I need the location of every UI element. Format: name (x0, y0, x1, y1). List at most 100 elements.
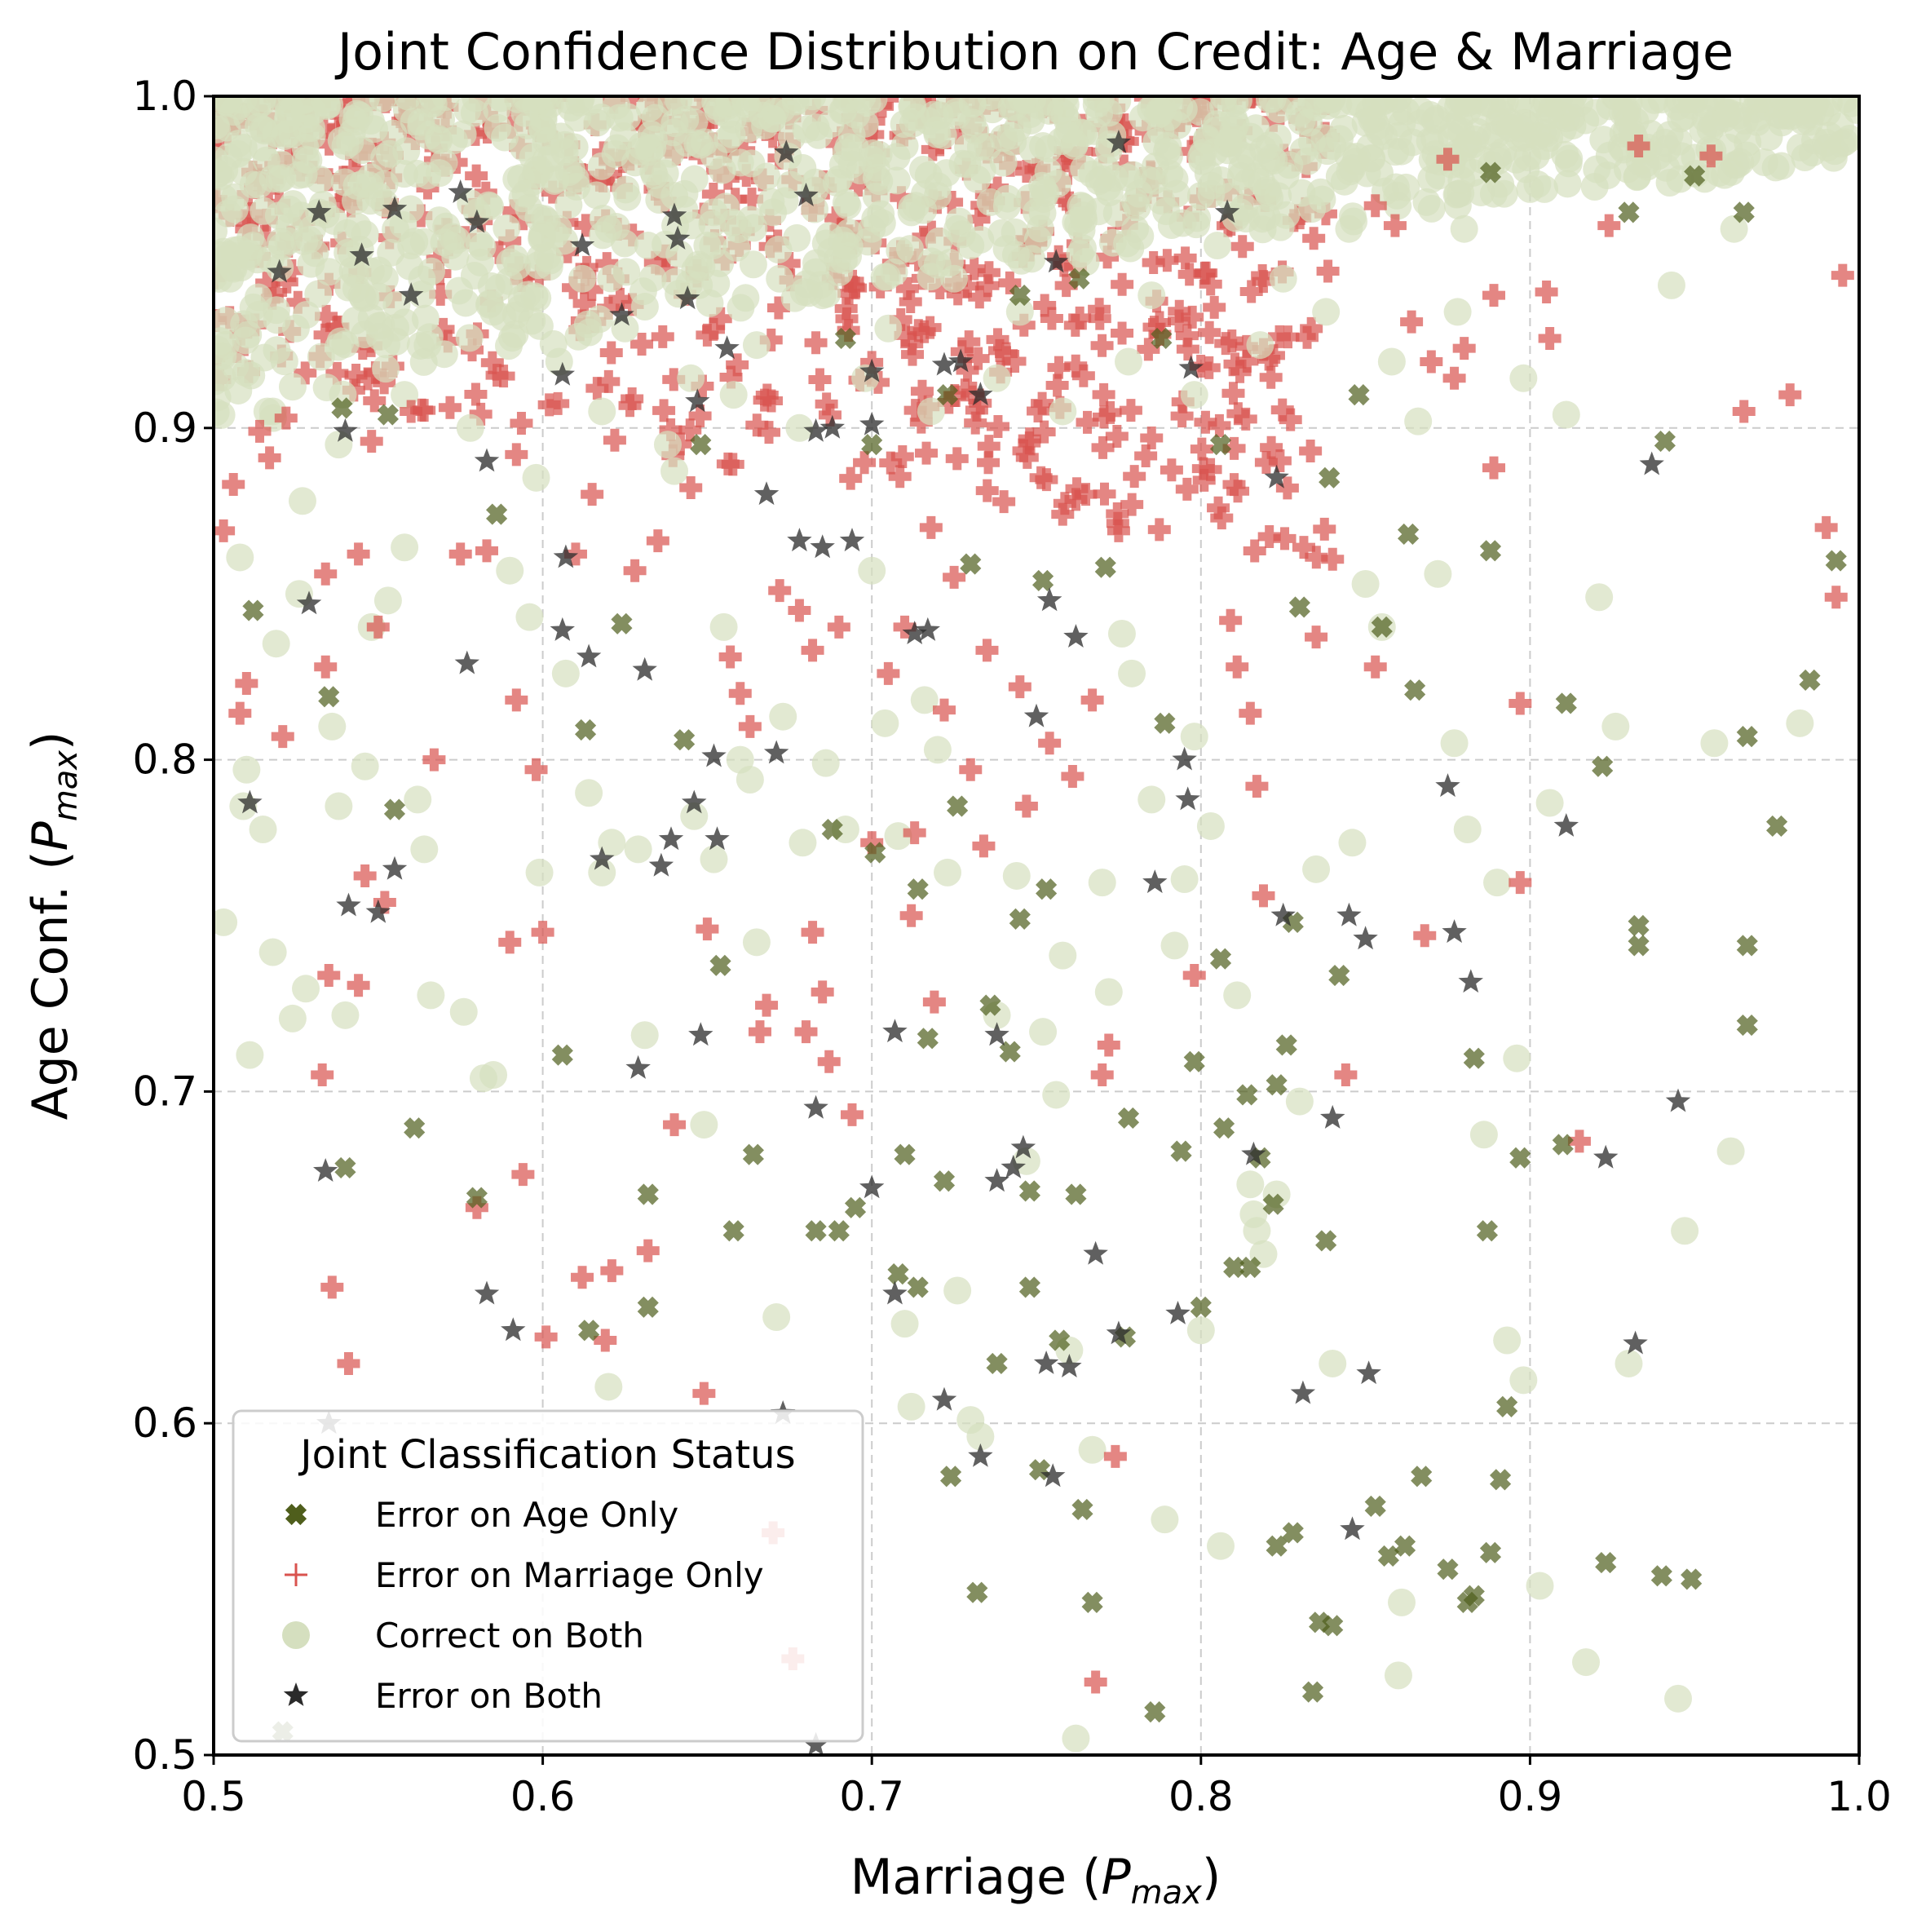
point-error-marriage (524, 758, 548, 781)
point-correct-both (1681, 96, 1709, 114)
point-correct-both (528, 115, 557, 144)
legend-item: Error on Marriage Only (285, 1555, 764, 1595)
point-correct-both (1335, 214, 1363, 243)
y-axis-ticks: 0.5 0.6 0.7 0.8 0.9 1.0 (132, 73, 214, 1779)
point-error-both (1040, 1463, 1066, 1488)
point-correct-both (929, 121, 957, 149)
point-error-marriage (1270, 398, 1294, 422)
point-error-marriage (572, 292, 596, 316)
point-error-marriage (1316, 259, 1340, 283)
point-error-marriage (1120, 493, 1144, 516)
point-error-marriage (1071, 364, 1095, 387)
point-correct-both (1615, 1349, 1643, 1377)
point-error-both (859, 411, 885, 435)
point-error-both (632, 657, 657, 681)
point-correct-both (1246, 331, 1274, 360)
point-error-both (296, 590, 322, 615)
point-error-marriage (646, 529, 669, 553)
point-correct-both (316, 96, 344, 118)
point-correct-both (404, 785, 432, 814)
point-error-marriage (603, 428, 626, 452)
point-correct-both (576, 96, 604, 116)
point-error-marriage (977, 451, 1001, 475)
point-correct-both (370, 264, 399, 293)
point-error-age (1223, 1256, 1245, 1279)
point-correct-both (1265, 96, 1293, 124)
point-correct-both (1553, 170, 1582, 198)
point-error-marriage (1140, 427, 1164, 450)
point-error-marriage (537, 393, 561, 417)
point-error-marriage (1031, 391, 1054, 415)
point-correct-both (1516, 175, 1544, 203)
point-correct-both (882, 166, 911, 195)
point-correct-both (1187, 142, 1216, 170)
point-correct-both (540, 166, 568, 195)
legend-marker-point-error-age (285, 1503, 307, 1526)
point-error-marriage (1778, 383, 1802, 407)
point-error-both (1172, 746, 1197, 771)
point-error-marriage (1038, 732, 1062, 755)
point-error-marriage (1160, 458, 1183, 482)
point-error-marriage (465, 1196, 488, 1219)
point-error-both (576, 643, 602, 668)
point-error-marriage (594, 1329, 617, 1352)
point-error-age (1479, 1541, 1502, 1563)
x-axis-label-text: Marriage (850, 1849, 1067, 1906)
point-error-marriage (400, 400, 423, 423)
point-correct-both (1186, 182, 1215, 210)
point-error-marriage (899, 290, 922, 314)
point-correct-both (989, 148, 1018, 177)
point-correct-both (249, 115, 277, 144)
point-correct-both (1420, 106, 1449, 135)
point-error-marriage (903, 399, 927, 422)
point-correct-both (923, 736, 952, 764)
point-error-marriage (893, 615, 917, 639)
point-correct-both (638, 264, 667, 293)
point-correct-both (598, 829, 626, 857)
point-correct-both (496, 248, 524, 276)
point-error-marriage (505, 688, 528, 712)
point-error-marriage (853, 451, 877, 475)
point-correct-both (1657, 271, 1685, 299)
point-error-marriage (1199, 272, 1222, 296)
point-correct-both (1802, 96, 1831, 115)
point-correct-both (785, 413, 814, 442)
point-error-marriage (337, 1351, 360, 1375)
point-correct-both (910, 686, 939, 714)
point-correct-both (1387, 1588, 1416, 1616)
point-error-marriage (480, 351, 504, 374)
point-error-both (882, 1280, 908, 1305)
point-error-age (917, 1028, 939, 1050)
point-error-marriage (777, 252, 801, 276)
point-error-marriage (636, 1239, 660, 1262)
point-correct-both (1689, 117, 1717, 145)
point-error-marriage (429, 282, 453, 306)
point-correct-both (1298, 128, 1327, 157)
point-error-marriage (498, 931, 522, 954)
point-error-marriage (726, 353, 749, 377)
point-error-marriage (755, 993, 779, 1017)
point-correct-both (245, 300, 273, 329)
point-error-marriage (1221, 382, 1245, 405)
point-error-marriage (623, 559, 647, 582)
point-correct-both (956, 232, 985, 260)
point-error-marriage (1054, 274, 1078, 298)
point-error-marriage (248, 419, 272, 443)
point-error-marriage (1292, 536, 1315, 559)
point-error-marriage (1275, 476, 1299, 500)
point-correct-both (267, 228, 295, 256)
point-error-both (682, 789, 707, 814)
y-tick-label: 0.5 (132, 1731, 197, 1779)
point-error-marriage (948, 122, 971, 145)
point-correct-both (1746, 96, 1774, 114)
point-correct-both (364, 182, 392, 210)
point-error-age (1552, 1134, 1574, 1156)
point-error-marriage (969, 391, 992, 415)
point-error-marriage (740, 188, 764, 211)
point-error-marriage (945, 447, 969, 471)
point-error-age (960, 553, 982, 575)
point-error-marriage (1076, 410, 1099, 434)
point-error-marriage (888, 465, 912, 489)
point-error-age (1031, 569, 1054, 592)
point-error-marriage (915, 441, 939, 465)
